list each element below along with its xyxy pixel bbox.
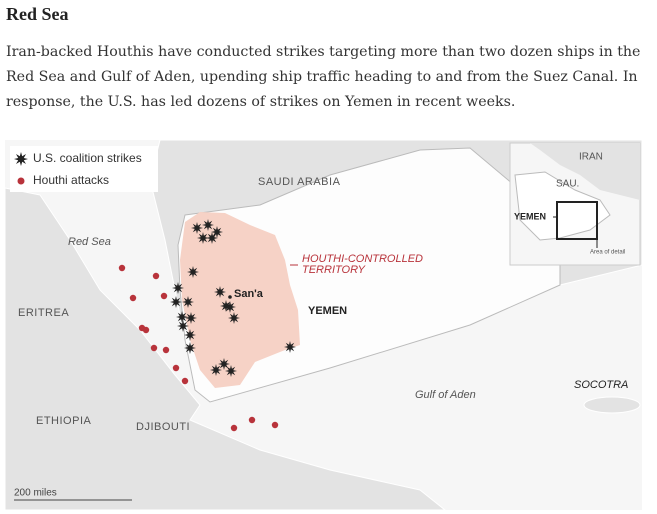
land (4, 187, 447, 511)
label: SAUDI ARABIA (258, 176, 341, 188)
strike-star (225, 365, 237, 377)
city-dot (228, 295, 232, 299)
strike-star (187, 266, 199, 278)
attack-dot (160, 292, 168, 300)
strike-star (206, 232, 218, 244)
strike-star (177, 320, 189, 332)
label: Gulf of Aden (415, 389, 476, 401)
legend-label: Houthi attacks (33, 173, 109, 187)
strike-star (185, 312, 197, 324)
inset-label: Area of detail (590, 250, 625, 256)
label: San'a (234, 288, 264, 300)
strike-star (184, 329, 196, 341)
strike-star (210, 364, 222, 376)
description: Iran-backed Houthis have conducted strik… (6, 44, 641, 110)
attack-dot (172, 364, 180, 372)
attack-dot (162, 346, 170, 354)
legend-label: U.S. coalition strikes (33, 151, 142, 165)
legend-dot (17, 177, 25, 185)
attack-dot (248, 416, 256, 424)
label: Red Sea (68, 236, 111, 248)
strike-star (170, 296, 182, 308)
label: ERITREA (18, 307, 69, 319)
legend-star (14, 152, 28, 166)
strike-star (228, 312, 240, 324)
inset-label: YEMEN (514, 211, 546, 221)
strike-star (172, 282, 184, 294)
strike-star (214, 286, 226, 298)
attack-dot (118, 264, 126, 272)
inset: IRAN SAU. YEMEN Area of detail (509, 142, 641, 266)
attack-dot (230, 424, 238, 432)
strike-star (191, 222, 203, 234)
socotra-island (583, 396, 641, 414)
inset-land (514, 171, 611, 241)
strike-star (211, 226, 223, 238)
label: HOUTHI-CONTROLLED (302, 253, 423, 265)
legend-box (10, 146, 158, 192)
label: TERRITORY (302, 264, 366, 276)
attack-dot (142, 326, 150, 334)
inset-label: SAU. (556, 179, 579, 190)
strike-star (197, 232, 209, 244)
strike-star (284, 341, 296, 353)
strike-star (202, 219, 214, 231)
inset-land (530, 143, 640, 200)
strike-star (224, 301, 236, 313)
attack-dot (129, 294, 137, 302)
label: DJIBOUTI (136, 421, 190, 433)
attack-dot (150, 344, 158, 352)
label: SOCOTRA (574, 379, 628, 391)
houthi-territory (180, 212, 300, 388)
strike-star (176, 311, 188, 323)
attack-dot (271, 421, 279, 429)
strike-star (182, 296, 194, 308)
strike-star (184, 342, 196, 354)
title: Red Sea (6, 4, 69, 24)
scale-label: 200 miles (14, 488, 57, 499)
inset-label: IRAN (579, 152, 603, 163)
label: YEMEN (308, 305, 347, 317)
inset-area-box (556, 201, 598, 240)
label: ETHIOPIA (36, 415, 92, 427)
attack-dot (152, 272, 160, 280)
attack-dot (181, 377, 189, 385)
